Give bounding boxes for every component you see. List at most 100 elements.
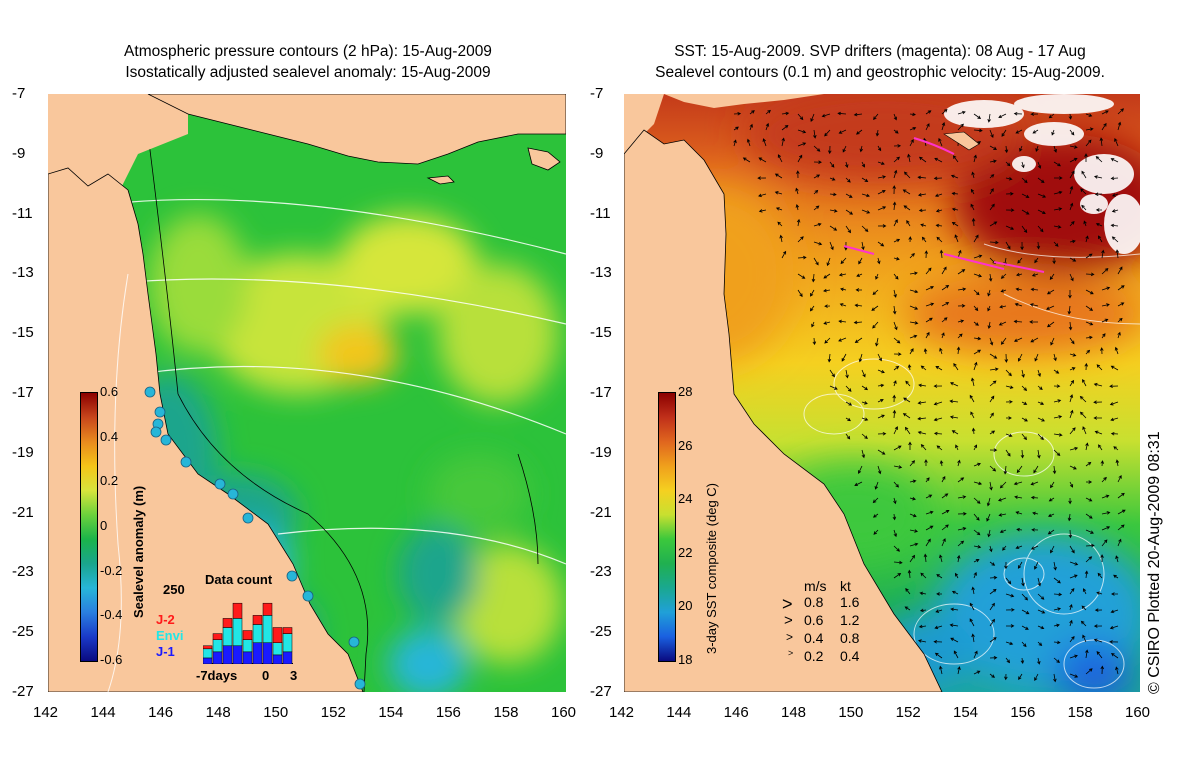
velocity-arrow	[949, 382, 959, 387]
velocity-arrow	[1005, 192, 1014, 196]
velocity-arrow	[1069, 157, 1078, 163]
right-colorbar-tick: 18	[678, 652, 693, 667]
velocity-arrow	[1117, 121, 1122, 131]
velocity-arrow	[987, 305, 991, 312]
velocity-arrow	[821, 113, 831, 118]
velocity-arrow	[909, 348, 914, 355]
velocity-arrow	[1068, 113, 1073, 120]
velocity-arrow	[1085, 139, 1092, 147]
right-colorbar-gradient	[659, 393, 675, 661]
data-count-chart	[203, 602, 293, 664]
velocity-arrow	[1021, 577, 1025, 587]
velocity-arrow	[1069, 635, 1075, 643]
velocity-arrow	[1096, 651, 1103, 659]
right-colorbar-tick: 28	[678, 384, 693, 399]
velocity-arrow	[1101, 303, 1110, 307]
data-count-bar-segment	[242, 651, 253, 664]
velocity-arrow	[797, 129, 807, 134]
velocity-arrow	[973, 289, 980, 296]
left-colorbar-tick: 0	[100, 518, 108, 533]
velocity-arrow	[1068, 289, 1072, 299]
velocity-arrow	[1093, 382, 1103, 387]
left-map-canvas	[48, 94, 566, 692]
velocity-arrow	[1001, 129, 1007, 137]
right-title-line1: SST: 15-Aug-2009. SVP drifters (magenta)…	[674, 43, 1086, 60]
velocity-arrow	[1082, 634, 1087, 643]
velocity-arrow	[1085, 513, 1093, 519]
velocity-arrow	[987, 113, 991, 123]
velocity-key-arrow-icon: >	[784, 612, 793, 629]
velocity-arrow	[1052, 257, 1056, 265]
mission-legend-item: J-2	[156, 612, 175, 627]
velocity-arrow	[861, 177, 869, 182]
velocity-arrow	[1101, 539, 1108, 547]
velocity-arrow	[1004, 673, 1008, 681]
velocity-arrow	[1034, 257, 1039, 264]
velocity-arrow	[941, 524, 949, 531]
velocity-arrow	[1036, 241, 1041, 250]
data-count-bar-segment	[212, 651, 223, 664]
velocity-arrow	[1005, 385, 1014, 389]
velocity-arrow	[1020, 449, 1025, 459]
velocity-arrow	[936, 592, 943, 596]
velocity-arrow	[742, 157, 751, 163]
velocity-arrow	[1082, 426, 1087, 435]
velocity-arrow	[939, 347, 943, 355]
velocity-arrow	[957, 123, 964, 131]
velocity-arrow	[1097, 572, 1103, 579]
velocity-arrow	[1082, 588, 1087, 595]
velocity-arrow	[1017, 561, 1023, 569]
velocity-arrow	[1053, 161, 1061, 167]
velocity-arrow	[1101, 511, 1111, 515]
velocity-arrow	[925, 286, 934, 291]
velocity-arrow	[877, 449, 886, 455]
velocity-arrow	[957, 319, 965, 323]
velocity-key-ms-header: m/s	[804, 578, 827, 594]
right-y-tick: -19	[590, 443, 612, 461]
velocity-arrow	[1046, 305, 1055, 310]
velocity-arrow	[941, 493, 949, 499]
velocity-arrow	[1069, 619, 1073, 627]
data-count-bar-segment	[203, 645, 213, 650]
velocity-arrow	[1015, 287, 1023, 292]
velocity-arrow	[925, 267, 932, 275]
velocity-arrow	[1110, 158, 1119, 163]
velocity-arrow	[941, 332, 945, 339]
velocity-arrow	[840, 257, 847, 265]
velocity-arrow	[892, 409, 897, 419]
data-count-xlabel-start: -7days	[196, 668, 238, 683]
velocity-arrow	[1101, 249, 1105, 259]
velocity-arrow	[1101, 110, 1109, 115]
velocity-arrow	[1053, 673, 1057, 683]
velocity-arrow	[1005, 449, 1011, 457]
velocity-arrow	[1068, 529, 1073, 539]
velocity-arrow	[893, 219, 898, 227]
velocity-arrow	[1079, 395, 1087, 403]
velocity-arrow	[1085, 543, 1095, 548]
velocity-arrow	[1053, 640, 1061, 645]
velocity-arrow	[949, 415, 959, 419]
velocity-arrow	[872, 513, 879, 518]
velocity-arrow	[973, 336, 982, 341]
velocity-arrow	[909, 554, 916, 563]
velocity-arrow	[855, 129, 863, 135]
left-title-line2: Isostatically adjusted sealevel anomaly:…	[125, 64, 491, 81]
velocity-arrow	[970, 411, 975, 419]
velocity-arrow	[1053, 190, 1063, 195]
velocity-arrow	[1005, 416, 1012, 420]
velocity-arrow	[1053, 607, 1062, 611]
velocity-arrow	[1098, 444, 1103, 451]
velocity-arrow	[1080, 188, 1087, 195]
velocity-arrow	[921, 236, 927, 243]
velocity-arrow	[1079, 411, 1087, 419]
velocity-arrow	[1085, 127, 1094, 131]
velocity-arrow	[861, 369, 866, 378]
velocity-arrow	[1037, 625, 1045, 630]
velocity-arrow	[1021, 225, 1028, 234]
velocity-arrow	[1101, 476, 1107, 483]
velocity-arrow	[1069, 446, 1079, 451]
velocity-key-ms-value: 0.2	[804, 648, 824, 664]
velocity-arrow	[1021, 609, 1030, 615]
velocity-arrow	[1069, 337, 1075, 345]
left-y-tick: -23	[12, 563, 34, 581]
